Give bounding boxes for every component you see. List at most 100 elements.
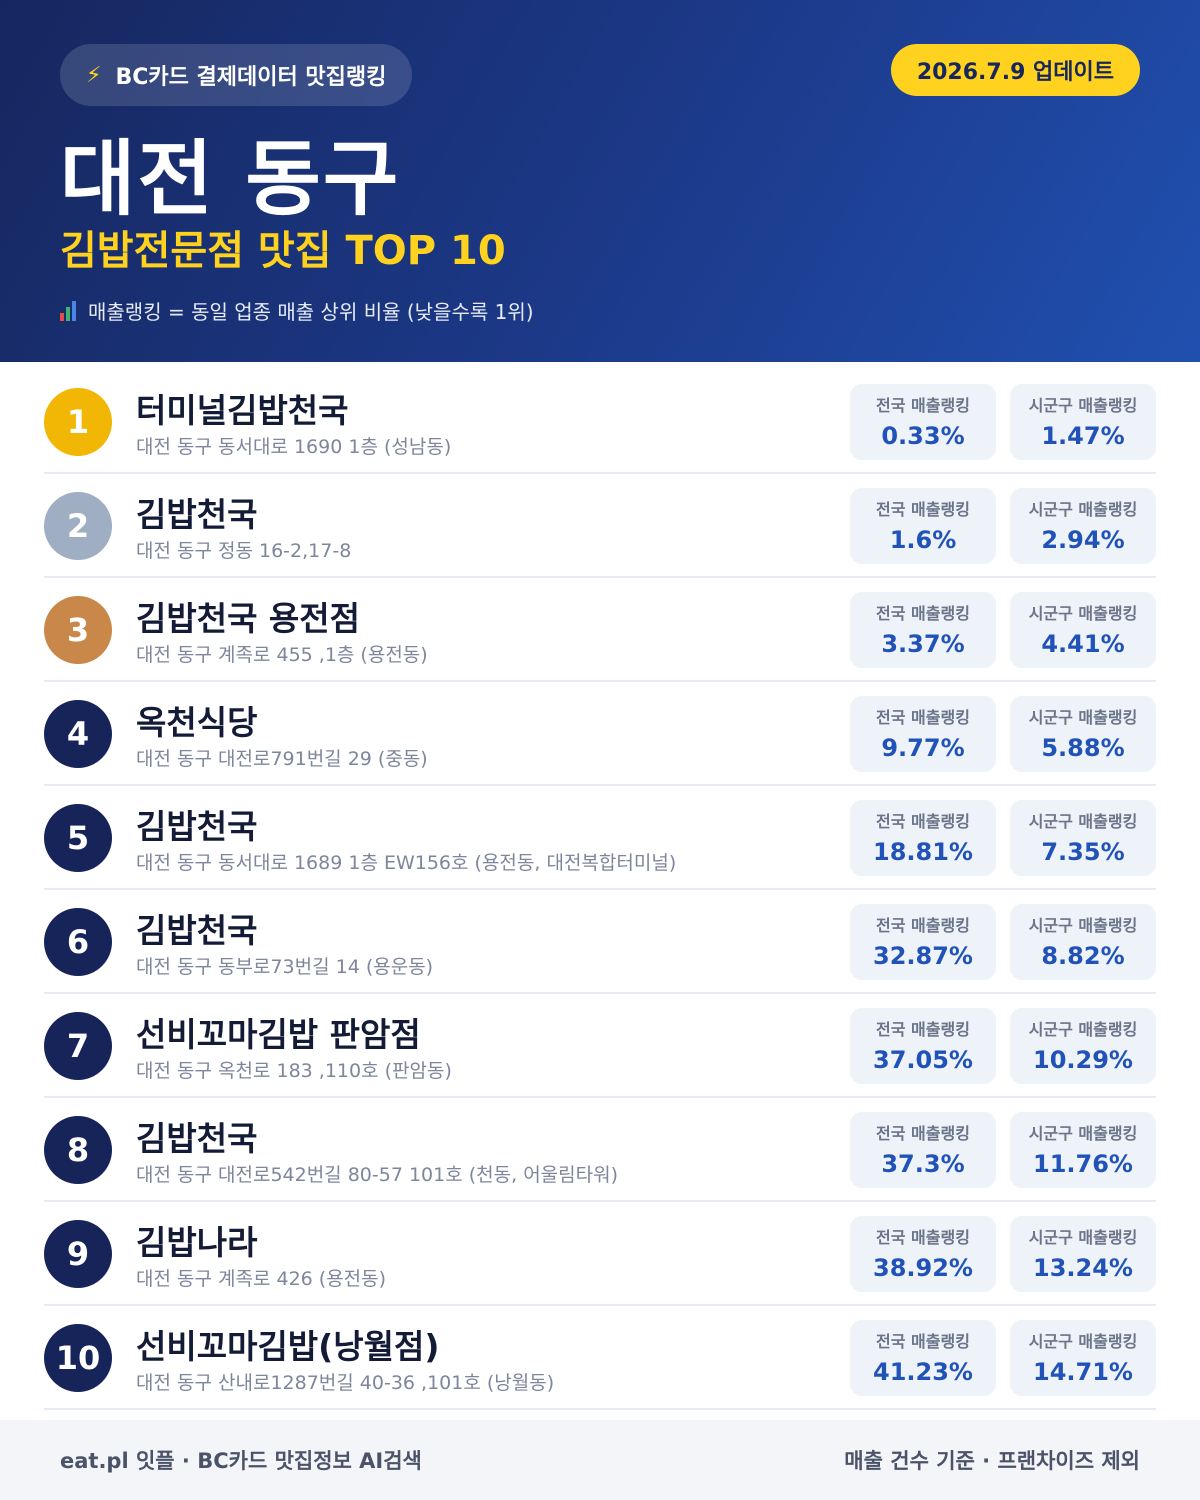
restaurant-name[interactable]: 김밥나라 [136,1223,258,1262]
local-ranking-label: 시군구 매출랭킹 [1028,812,1138,831]
rank-badge: 10 [44,1324,112,1392]
rank-badge: 9 [44,1220,112,1288]
national-ranking-value: 0.33% [881,422,965,450]
local-ranking-label: 시군구 매출랭킹 [1028,1228,1138,1247]
national-ranking-label: 전국 매출랭킹 [876,708,970,727]
restaurant-name[interactable]: 터미널김밥천국 [136,391,349,430]
restaurant-address: 대전 동구 산내로1287번길 40-36 ,101호 (낭월동) [136,1372,555,1394]
list-item[interactable]: 6 김밥천국 대전 동구 동부로73번길 14 (용운동) 전국 매출랭킹 32.87%… [44,890,1156,994]
restaurant-name[interactable]: 옥천식당 [136,703,258,742]
bar-chart-icon [60,300,76,321]
restaurant-address: 대전 동구 동부로73번길 14 (용운동) [136,956,434,978]
local-ranking-value: 2.94% [1041,526,1125,554]
restaurant-address: 대전 동구 대전로791번길 29 (중동) [136,748,428,770]
update-badge: 2026.7.9 업데이트 [890,44,1140,96]
restaurant-name[interactable]: 선비꼬마김밥 판암점 [136,1015,421,1054]
national-ranking-label: 전국 매출랭킹 [876,1332,970,1351]
national-ranking-card: 전국 매출랭킹 18.81% [850,800,996,876]
local-ranking-value: 8.82% [1041,942,1125,970]
restaurant-name[interactable]: 김밥천국 용전점 [136,599,361,638]
local-ranking-value: 4.41% [1041,630,1125,658]
local-ranking-value: 7.35% [1041,838,1125,866]
local-ranking-card: 시군구 매출랭킹 8.82% [1010,904,1156,980]
local-ranking-value: 1.47% [1041,422,1125,450]
national-ranking-card: 전국 매출랭킹 38.92% [850,1216,996,1292]
national-ranking-label: 전국 매출랭킹 [876,604,970,623]
national-ranking-value: 1.6% [889,526,957,554]
restaurant-address: 대전 동구 옥천로 183 ,110호 (판암동) [136,1060,452,1082]
national-ranking-value: 37.05% [873,1046,973,1074]
local-ranking-value: 14.71% [1033,1358,1133,1386]
national-ranking-card: 전국 매출랭킹 1.6% [850,488,996,564]
lightning-icon: ⚡ [86,62,102,88]
national-ranking-card: 전국 매출랭킹 0.33% [850,384,996,460]
ranking-legend-text: 매출랭킹 = 동일 업종 매출 상위 비율 (낮을수록 1위) [88,300,534,324]
restaurant-name[interactable]: 김밥천국 [136,495,258,534]
restaurant-name[interactable]: 김밥천국 [136,807,258,846]
national-ranking-card: 전국 매출랭킹 37.3% [850,1112,996,1188]
local-ranking-card: 시군구 매출랭킹 7.35% [1010,800,1156,876]
footer-source: eat.pl 잇플 · BC카드 맛집정보 AI검색 [60,1449,422,1473]
national-ranking-label: 전국 매출랭킹 [876,1124,970,1143]
local-ranking-card: 시군구 매출랭킹 5.88% [1010,696,1156,772]
national-ranking-card: 전국 매출랭킹 9.77% [850,696,996,772]
brand-badge-label: BC카드 결제데이터 맛집랭킹 [115,65,387,90]
local-ranking-value: 13.24% [1033,1254,1133,1282]
rank-badge: 5 [44,804,112,872]
header-banner: ⚡ BC카드 결제데이터 맛집랭킹 2026.7.9 업데이트 대전 동구 김밥… [0,0,1200,362]
local-ranking-card: 시군구 매출랭킹 11.76% [1010,1112,1156,1188]
national-ranking-value: 9.77% [881,734,965,762]
national-ranking-card: 전국 매출랭킹 3.37% [850,592,996,668]
local-ranking-label: 시군구 매출랭킹 [1028,916,1138,935]
rank-badge: 4 [44,700,112,768]
national-ranking-value: 3.37% [881,630,965,658]
local-ranking-value: 5.88% [1041,734,1125,762]
restaurant-address: 대전 동구 계족로 455 ,1층 (용전동) [136,644,428,666]
national-ranking-label: 전국 매출랭킹 [876,812,970,831]
rank-badge: 3 [44,596,112,664]
local-ranking-label: 시군구 매출랭킹 [1028,500,1138,519]
local-ranking-card: 시군구 매출랭킹 14.71% [1010,1320,1156,1396]
national-ranking-value: 37.3% [881,1150,965,1178]
national-ranking-label: 전국 매출랭킹 [876,1228,970,1247]
footer: eat.pl 잇플 · BC카드 맛집정보 AI검색 매출 건수 기준 · 프랜… [0,1420,1200,1500]
local-ranking-card: 시군구 매출랭킹 13.24% [1010,1216,1156,1292]
local-ranking-label: 시군구 매출랭킹 [1028,1332,1138,1351]
footer-note: 매출 건수 기준 · 프랜차이즈 제외 [844,1449,1140,1473]
local-ranking-card: 시군구 매출랭킹 10.29% [1010,1008,1156,1084]
rank-badge: 7 [44,1012,112,1080]
page-subtitle: 김밥전문점 맛집 TOP 10 [60,228,506,274]
local-ranking-value: 11.76% [1033,1150,1133,1178]
list-item[interactable]: 7 선비꼬마김밥 판암점 대전 동구 옥천로 183 ,110호 (판암동) 전국 매… [44,994,1156,1098]
local-ranking-label: 시군구 매출랭킹 [1028,708,1138,727]
list-item[interactable]: 2 김밥천국 대전 동구 정동 16-2,17-8 전국 매출랭킹 1.6% 시군구 매출… [44,474,1156,578]
local-ranking-label: 시군구 매출랭킹 [1028,1020,1138,1039]
list-item[interactable]: 10 선비꼬마김밥(낭월점) 대전 동구 산내로1287번길 40-36 ,101호… [44,1306,1156,1410]
restaurant-name[interactable]: 김밥천국 [136,911,258,950]
local-ranking-card: 시군구 매출랭킹 1.47% [1010,384,1156,460]
national-ranking-value: 38.92% [873,1254,973,1282]
national-ranking-label: 전국 매출랭킹 [876,500,970,519]
restaurant-address: 대전 동구 동서대로 1689 1층 EW156호 (용전동, 대전복합터미널) [136,852,677,874]
rank-badge: 8 [44,1116,112,1184]
page-title: 대전 동구 [60,132,401,227]
local-ranking-value: 10.29% [1033,1046,1133,1074]
restaurant-name[interactable]: 선비꼬마김밥(낭월점) [136,1327,440,1366]
restaurant-address: 대전 동구 동서대로 1690 1층 (성남동) [136,436,452,458]
national-ranking-label: 전국 매출랭킹 [876,916,970,935]
restaurant-name[interactable]: 김밥천국 [136,1119,258,1158]
local-ranking-card: 시군구 매출랭킹 4.41% [1010,592,1156,668]
restaurant-address: 대전 동구 대전로542번길 80-57 101호 (천동, 어울림타워) [136,1164,619,1186]
rank-badge: 1 [44,388,112,456]
national-ranking-label: 전국 매출랭킹 [876,396,970,415]
local-ranking-label: 시군구 매출랭킹 [1028,604,1138,623]
restaurant-address: 대전 동구 계족로 426 (용전동) [136,1268,387,1290]
national-ranking-value: 18.81% [873,838,973,866]
